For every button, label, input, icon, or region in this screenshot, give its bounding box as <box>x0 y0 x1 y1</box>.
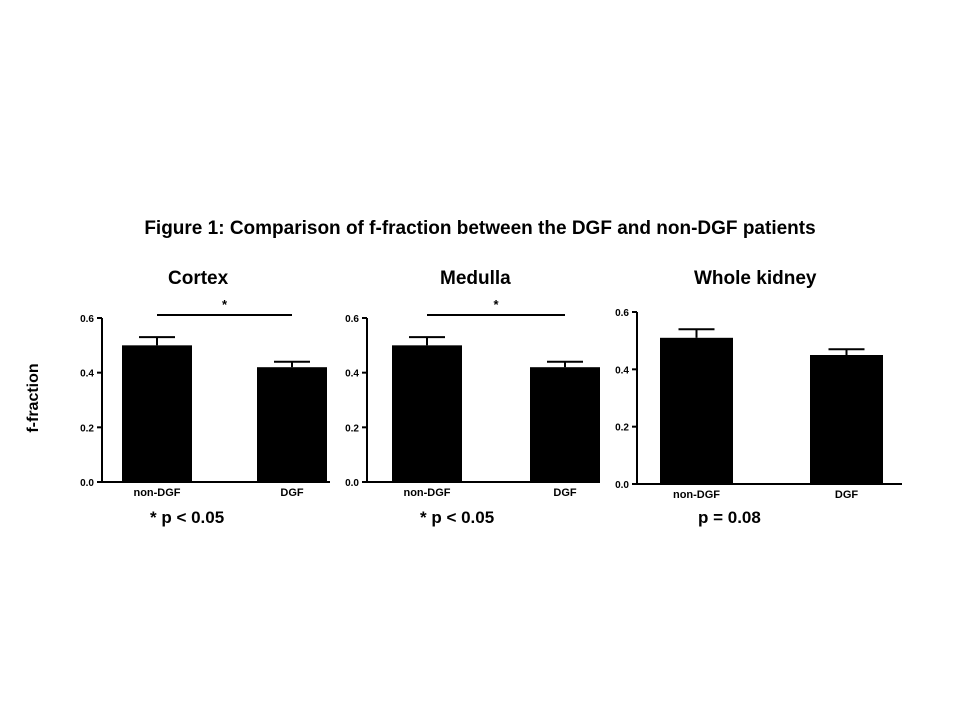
bar-non-dgf <box>122 345 192 482</box>
panel-title-medulla: Medulla <box>440 268 511 289</box>
chart-cortex: 0.0 0.2 0.4 0.6 non-DGF DGF * <box>65 290 385 505</box>
bar-non-dgf <box>660 337 733 484</box>
y-tick-label: 0.6 <box>345 314 359 325</box>
figure-title: Figure 1: Comparison of f-fraction betwe… <box>144 218 816 239</box>
x-tick-label: non-DGF <box>403 487 450 499</box>
bar-dgf <box>530 367 600 482</box>
chart-cortex-svg: 0.0 0.2 0.4 0.6 non-DGF DGF * <box>80 297 330 499</box>
p-value-medulla: * p < 0.05 <box>420 508 495 527</box>
y-tick-label: 0.0 <box>80 478 94 489</box>
y-tick-label: 0.4 <box>345 369 359 380</box>
chart-medulla-svg: 0.0 0.2 0.4 0.6 non-DGF DGF * <box>345 297 600 499</box>
y-tick-label: 0.2 <box>345 423 359 434</box>
y-tick-label: 0.2 <box>615 423 629 434</box>
significance-marker: * <box>493 297 499 312</box>
bar-non-dgf <box>392 345 462 482</box>
y-tick-label: 0.0 <box>345 478 359 489</box>
x-tick-label: non-DGF <box>133 487 180 499</box>
bar-dgf <box>257 367 327 482</box>
y-tick-label: 0.6 <box>615 308 629 319</box>
y-axis-label: f-fraction <box>25 363 42 433</box>
x-tick-label: non-DGF <box>673 489 720 501</box>
y-tick-label: 0.4 <box>615 365 629 376</box>
x-tick-label: DGF <box>553 487 577 499</box>
y-tick-label: 0.0 <box>615 480 629 491</box>
y-tick-label: 0.6 <box>80 314 94 325</box>
y-tick-label: 0.4 <box>80 369 94 380</box>
significance-marker: * <box>222 297 228 312</box>
y-tick-label: 0.2 <box>80 423 94 434</box>
chart-whole-kidney-svg: 0.0 0.2 0.4 0.6 non-DGF DGF <box>615 308 902 501</box>
p-value-cortex: * p < 0.05 <box>150 508 225 527</box>
chart-medulla: 0.0 0.2 0.4 0.6 non-DGF DGF * <box>330 290 650 505</box>
p-value-whole-kidney: p = 0.08 <box>698 508 761 527</box>
x-tick-label: DGF <box>280 487 304 499</box>
panel-title-whole-kidney: Whole kidney <box>694 268 817 289</box>
x-tick-label: DGF <box>835 489 859 501</box>
chart-whole-kidney: 0.0 0.2 0.4 0.6 non-DGF DGF <box>600 290 920 505</box>
bar-dgf <box>810 355 883 484</box>
panel-title-cortex: Cortex <box>168 268 229 289</box>
